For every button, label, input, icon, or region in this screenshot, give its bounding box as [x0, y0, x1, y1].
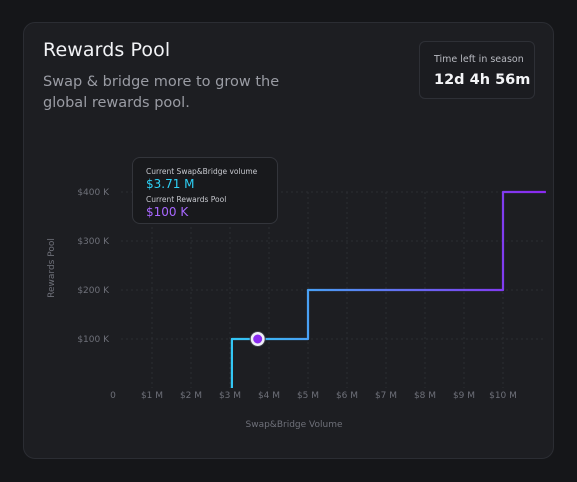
card-title: Rewards Pool	[43, 39, 171, 61]
timer-label: Time left in season	[434, 54, 524, 65]
x-tick-label: $2 M	[180, 391, 202, 401]
card-subtitle: Swap & bridge more to grow the global re…	[43, 74, 280, 111]
y-tick-label: $100 K	[77, 335, 110, 345]
timer-value: 12d 4h 56m	[434, 72, 531, 88]
x-tick-label: $1 M	[141, 391, 163, 401]
current-point-core	[253, 334, 263, 344]
y-tick-label: $200 K	[77, 286, 110, 296]
y-tick-label: $400 K	[77, 188, 110, 198]
y-axis-label: Rewards Pool	[47, 238, 57, 298]
season-timer: Time left in season 12d 4h 56m	[419, 41, 535, 99]
y-tick-label: $300 K	[77, 237, 110, 247]
rewards-pool-card: Rewards Pool Swap & bridge more to grow …	[23, 22, 554, 459]
x-tick-label: $9 M	[453, 391, 475, 401]
rewards-chart: $100 K $200 K $300 K $400 K 0 $1 M $2 M $3 M $4…	[47, 188, 546, 430]
x-tick-label: $4 M	[258, 391, 280, 401]
x-tick-label: $6 M	[336, 391, 358, 401]
tooltip-pool-label: Current Rewards Pool	[146, 195, 227, 204]
rewards-step-line	[230, 190, 546, 388]
tooltip-pool-value: $100 K	[146, 205, 189, 219]
x-tick-label: $3 M	[219, 391, 241, 401]
x-tick-label: $10 M	[489, 391, 517, 401]
x-axis-label: Swap&Bridge Volume	[246, 420, 343, 430]
tooltip-volume-label: Current Swap&Bridge volume	[146, 167, 258, 176]
x-tick-label: $7 M	[375, 391, 397, 401]
x-tick-label: $5 M	[297, 391, 319, 401]
chart-tooltip: Current Swap&Bridge volume $3.71 M Curre…	[132, 157, 278, 224]
tooltip-volume-value: $3.71 M	[146, 177, 195, 191]
x-tick-label: 0	[110, 391, 116, 401]
x-tick-label: $8 M	[414, 391, 436, 401]
